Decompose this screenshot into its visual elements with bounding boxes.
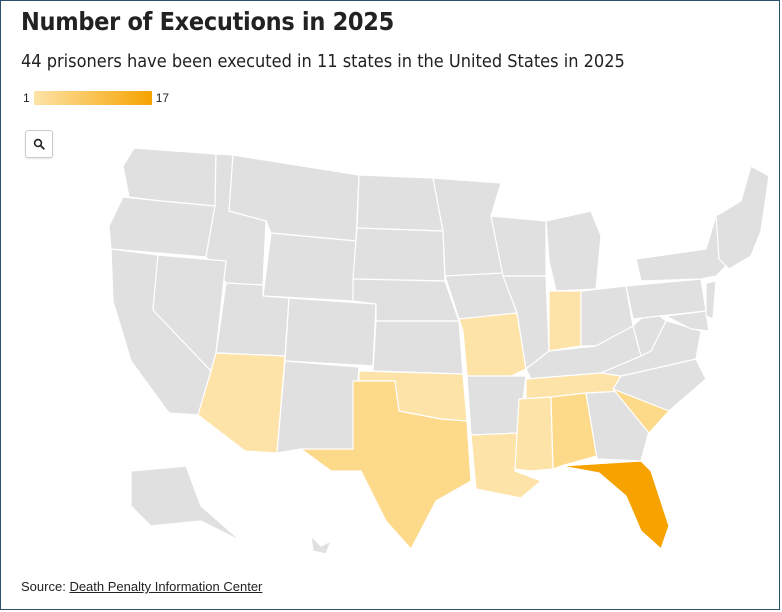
- state-colorado[interactable]: [284, 297, 377, 367]
- magnifier-icon: [33, 138, 45, 150]
- source-link[interactable]: Death Penalty Information Center: [69, 579, 263, 594]
- state-alaska[interactable]: [130, 465, 242, 542]
- state-maryland[interactable]: [665, 310, 710, 332]
- source-note: Source: Death Penalty Information Center: [21, 579, 262, 594]
- state-texas[interactable]: [300, 380, 472, 550]
- legend-min-label: 1: [23, 91, 30, 105]
- state-new-york[interactable]: [635, 215, 727, 282]
- state-washington[interactable]: [122, 147, 217, 207]
- state-indiana[interactable]: [548, 290, 582, 352]
- page-subtitle: 44 prisoners have been executed in 11 st…: [21, 51, 625, 72]
- state-mississippi[interactable]: [514, 396, 554, 472]
- page-title: Number of Executions in 2025: [21, 7, 394, 36]
- state-kansas[interactable]: [372, 320, 464, 375]
- state-oregon[interactable]: [108, 196, 216, 258]
- state-alabama[interactable]: [550, 392, 598, 470]
- zoom-button[interactable]: [25, 130, 53, 158]
- state-north-dakota[interactable]: [356, 174, 444, 232]
- state-hawaii[interactable]: [310, 535, 332, 555]
- state-missouri[interactable]: [458, 312, 527, 377]
- legend-max-label: 17: [155, 91, 170, 105]
- state-new-mexico[interactable]: [276, 360, 360, 454]
- state-new-england[interactable]: [715, 165, 770, 270]
- source-prefix: Source:: [21, 579, 66, 594]
- state-new-jersey[interactable]: [705, 280, 717, 320]
- state-florida[interactable]: [560, 460, 670, 550]
- legend-gradient-bar: [33, 91, 152, 105]
- state-south-dakota[interactable]: [352, 227, 446, 282]
- state-wyoming[interactable]: [262, 232, 357, 302]
- color-legend: 1 17: [23, 90, 169, 106]
- state-michigan[interactable]: [545, 210, 602, 292]
